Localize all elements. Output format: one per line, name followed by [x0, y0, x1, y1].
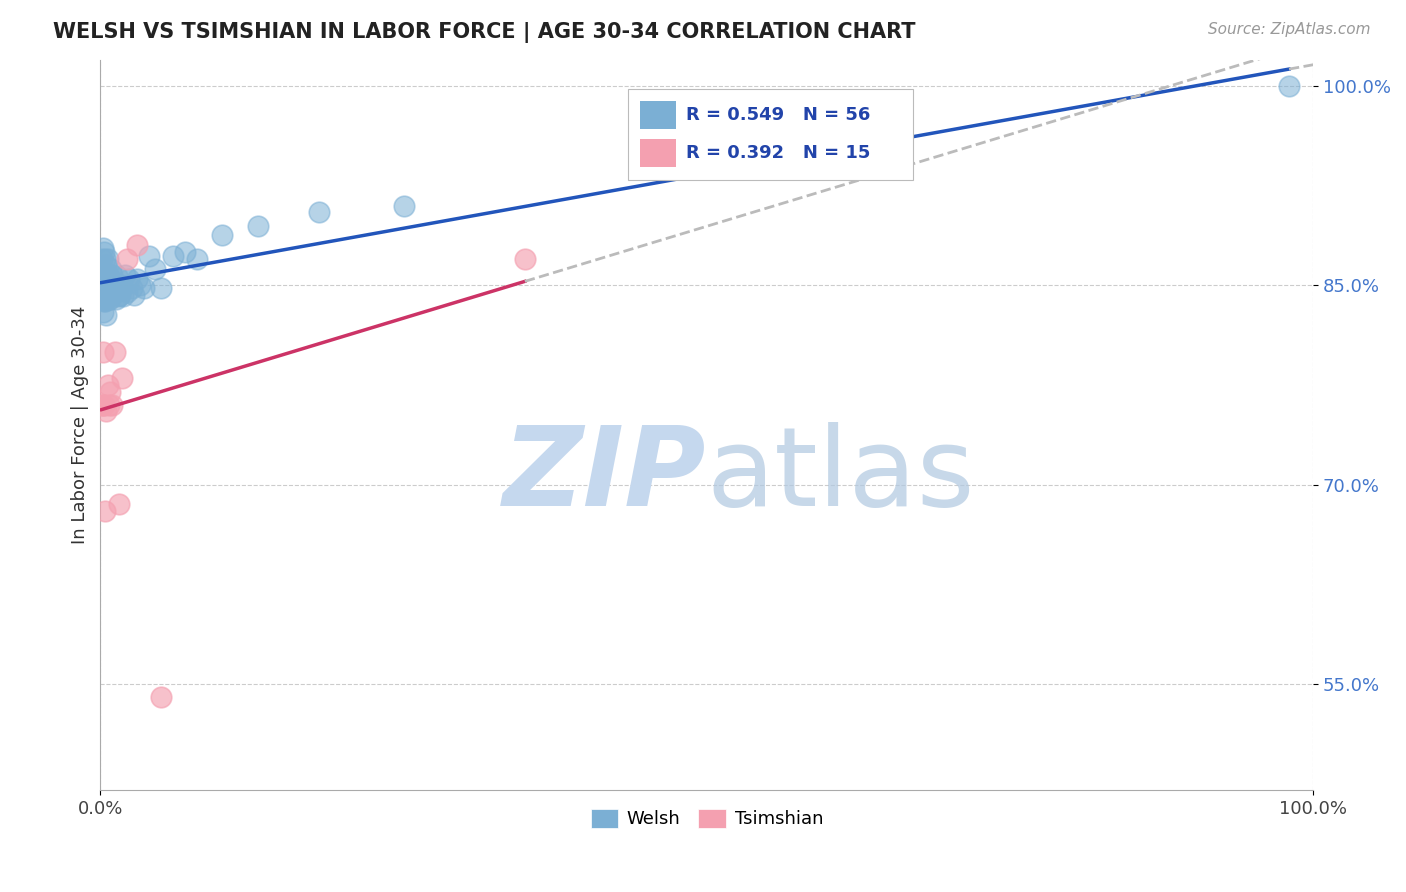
Point — [110, 278, 132, 293]
Point — [101, 398, 124, 412]
Point — [93, 271, 115, 285]
Point — [93, 265, 115, 279]
Point — [108, 287, 131, 301]
Point — [107, 498, 129, 512]
Point — [247, 219, 270, 233]
Point — [90, 262, 112, 277]
Point — [91, 241, 114, 255]
Point — [96, 292, 118, 306]
Point — [107, 289, 129, 303]
Point — [115, 252, 138, 266]
Text: ZIP: ZIP — [503, 423, 707, 529]
Point — [91, 398, 114, 412]
Point — [91, 292, 114, 306]
Point — [91, 271, 114, 285]
Point — [111, 371, 134, 385]
Text: WELSH VS TSIMSHIAN IN LABOR FORCE | AGE 30-34 CORRELATION CHART: WELSH VS TSIMSHIAN IN LABOR FORCE | AGE … — [53, 22, 915, 44]
Point — [97, 268, 120, 282]
Point — [96, 308, 118, 322]
Point — [96, 259, 118, 273]
Point — [96, 271, 118, 285]
Point — [211, 227, 233, 242]
Point — [91, 344, 114, 359]
Point — [125, 271, 148, 285]
Point — [90, 398, 112, 412]
Point — [103, 281, 125, 295]
Y-axis label: In Labor Force | Age 30-34: In Labor Force | Age 30-34 — [72, 306, 89, 544]
Point — [94, 268, 117, 282]
Point — [97, 398, 120, 412]
Point — [98, 292, 121, 306]
Point — [100, 262, 122, 277]
Text: Source: ZipAtlas.com: Source: ZipAtlas.com — [1208, 22, 1371, 37]
FancyBboxPatch shape — [640, 139, 676, 167]
Point — [150, 281, 173, 295]
Point — [105, 292, 128, 306]
Text: R = 0.392   N = 15: R = 0.392 N = 15 — [686, 145, 870, 162]
FancyBboxPatch shape — [628, 89, 912, 180]
Point — [94, 504, 117, 518]
Point — [124, 287, 146, 301]
Point — [93, 245, 115, 260]
Legend: Welsh, Tsimshian: Welsh, Tsimshian — [583, 802, 831, 836]
Point — [174, 245, 197, 260]
Point — [118, 271, 141, 285]
Point — [1278, 79, 1301, 94]
Point — [121, 281, 143, 295]
Point — [132, 281, 155, 295]
Point — [150, 690, 173, 704]
Point — [91, 285, 114, 299]
Point — [115, 285, 138, 299]
Point — [111, 281, 134, 295]
Point — [98, 384, 121, 399]
Point — [308, 205, 330, 219]
Point — [91, 305, 114, 319]
Point — [97, 252, 120, 266]
Point — [104, 344, 127, 359]
Point — [114, 268, 136, 282]
Point — [93, 398, 115, 412]
Text: atlas: atlas — [707, 423, 976, 529]
Point — [125, 238, 148, 252]
Point — [93, 294, 115, 309]
Point — [112, 289, 135, 303]
Point — [104, 285, 127, 299]
Point — [101, 268, 124, 282]
Point — [392, 199, 415, 213]
Text: R = 0.549   N = 56: R = 0.549 N = 56 — [686, 106, 870, 124]
Point — [162, 249, 184, 263]
Point — [105, 268, 128, 283]
Point — [129, 278, 152, 293]
Point — [97, 270, 120, 285]
Point — [93, 281, 115, 295]
Point — [94, 278, 117, 293]
Point — [97, 292, 120, 306]
Point — [138, 249, 160, 263]
Point — [98, 271, 121, 285]
Point — [96, 404, 118, 418]
FancyBboxPatch shape — [640, 101, 676, 129]
Point — [143, 262, 166, 277]
Point — [90, 252, 112, 266]
Point — [94, 294, 117, 309]
Point — [513, 252, 536, 266]
Point — [94, 252, 117, 266]
Point — [186, 252, 208, 266]
Point — [97, 378, 120, 392]
